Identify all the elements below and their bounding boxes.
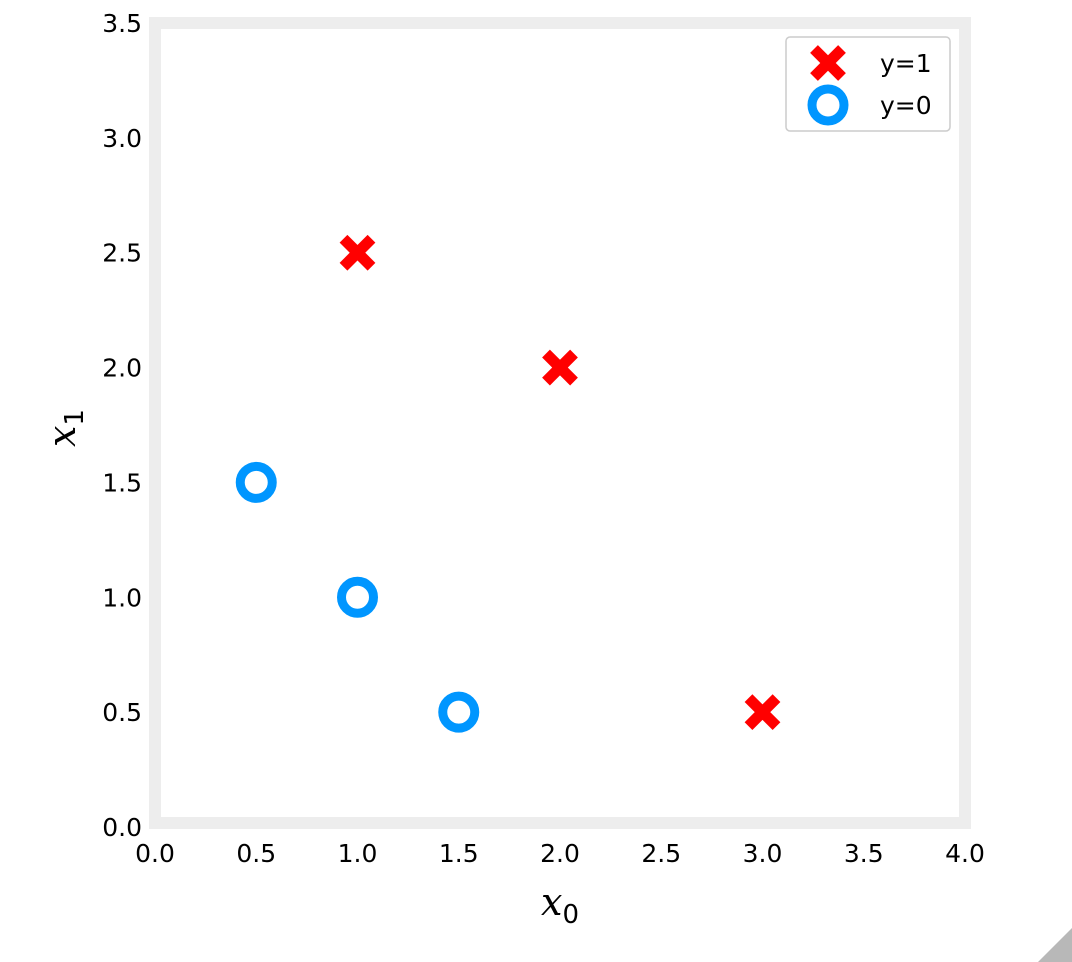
- y-tick-label: 3.5: [102, 9, 142, 38]
- y-tick-label: 3.0: [102, 124, 142, 153]
- data-point-circle-marker: [438, 691, 480, 733]
- y-tick-label: 0.0: [102, 813, 142, 842]
- data-point-x-marker: [339, 234, 376, 271]
- x-tick-label: 2.0: [540, 839, 580, 868]
- x-tick-label: 3.0: [743, 839, 783, 868]
- data-points: [235, 234, 781, 733]
- y-tick-label: 1.0: [102, 583, 142, 612]
- resize-handle[interactable]: [1038, 928, 1072, 962]
- x-tick-label: 0.0: [135, 839, 175, 868]
- y-axis-ticks: 0.0 0.5 1.0 1.5 2.0 2.5 3.0 3.5: [102, 9, 142, 842]
- data-point-circle-marker: [235, 461, 277, 503]
- x-tick-label: 4.0: [945, 839, 985, 868]
- legend-label: y=0: [880, 91, 932, 120]
- x-tick-label: 2.5: [641, 839, 681, 868]
- legend-marker-circle: [807, 84, 849, 126]
- legend-label: y=1: [880, 49, 932, 78]
- y-tick-label: 2.0: [102, 354, 142, 383]
- x-tick-label: 0.5: [236, 839, 276, 868]
- x-axis-label: x0: [541, 880, 579, 930]
- x-axis-ticks: 0.0 0.5 1.0 1.5 2.0 2.5 3.0 3.5 4.0: [135, 839, 985, 868]
- y-tick-label: 0.5: [102, 698, 142, 727]
- y-axis-label: x1: [40, 409, 90, 447]
- data-point-circle-marker: [337, 576, 378, 618]
- data-point-x-marker: [542, 349, 578, 386]
- x-tick-label: 3.5: [844, 839, 884, 868]
- x-tick-label: 1.0: [338, 839, 378, 868]
- y-tick-label: 2.5: [102, 239, 142, 268]
- plot-area-frame: [149, 17, 971, 829]
- data-point-x-marker: [744, 694, 781, 731]
- legend: y=1y=0: [785, 36, 951, 132]
- x-tick-label: 1.5: [439, 839, 479, 868]
- y-tick-label: 1.5: [102, 468, 142, 497]
- legend-marker-x: [810, 45, 846, 81]
